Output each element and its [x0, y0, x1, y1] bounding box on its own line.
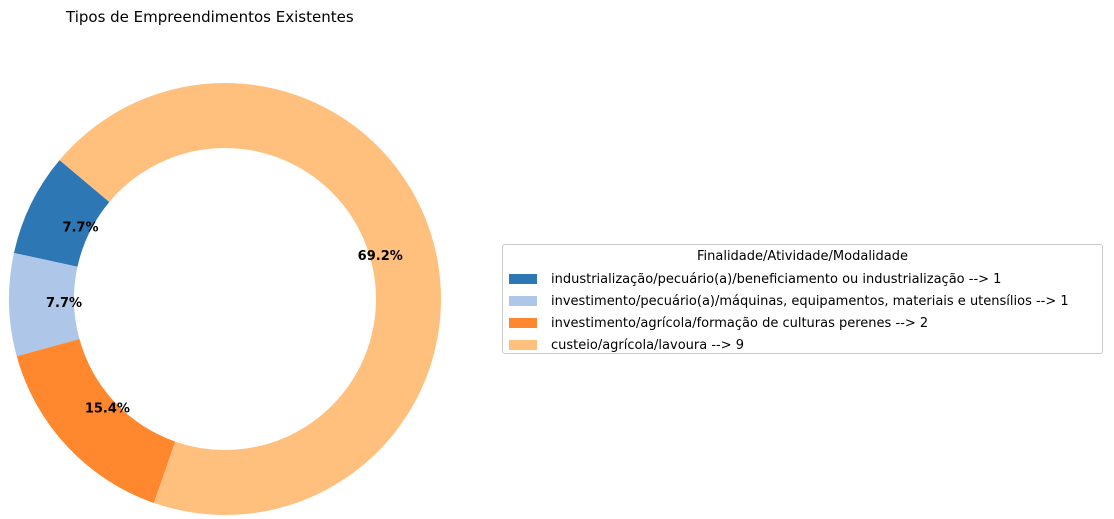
- donut-slice-2: [16, 339, 176, 503]
- legend-label-3: custeio/agrícola/lavoura --> 9: [551, 337, 745, 353]
- legend-swatch-0: [509, 274, 537, 284]
- percent-label-0: 7.7%: [62, 221, 98, 236]
- donut-percent-labels: 7.7% 7.7% 15.4% 69.2%: [46, 221, 403, 417]
- legend-item-0: industrialização/pecuário(a)/beneficiame…: [509, 270, 1001, 288]
- legend-item-3: custeio/agrícola/lavoura --> 9: [509, 336, 744, 354]
- donut-chart: 7.7% 7.7% 15.4% 69.2%: [8, 83, 441, 516]
- percent-label-1: 7.7%: [46, 296, 82, 311]
- donut-slices: [8, 83, 441, 516]
- legend-item-2: investimento/agrícola/formação de cultur…: [509, 314, 928, 332]
- donut-slice-3: [59, 83, 441, 516]
- legend-item-1: investimento/pecuário(a)/máquinas, equip…: [509, 292, 1069, 310]
- percent-label-2: 15.4%: [85, 401, 130, 416]
- donut-slice-0: [13, 160, 110, 267]
- legend-swatch-3: [509, 340, 537, 350]
- chart-legend: Finalidade/Atividade/Modalidade industri…: [502, 244, 1103, 354]
- percent-label-3: 69.2%: [358, 249, 403, 264]
- donut-slice-1: [8, 252, 80, 357]
- legend-swatch-2: [509, 318, 537, 328]
- legend-swatch-1: [509, 296, 537, 306]
- legend-label-1: investimento/pecuário(a)/máquinas, equip…: [551, 293, 1069, 309]
- legend-title: Finalidade/Atividade/Modalidade: [696, 249, 909, 264]
- legend-label-2: investimento/agrícola/formação de cultur…: [551, 315, 929, 331]
- chart-title: Tipos de Empreendimentos Existentes: [66, 8, 354, 26]
- legend-label-0: industrialização/pecuário(a)/beneficiame…: [551, 271, 1002, 287]
